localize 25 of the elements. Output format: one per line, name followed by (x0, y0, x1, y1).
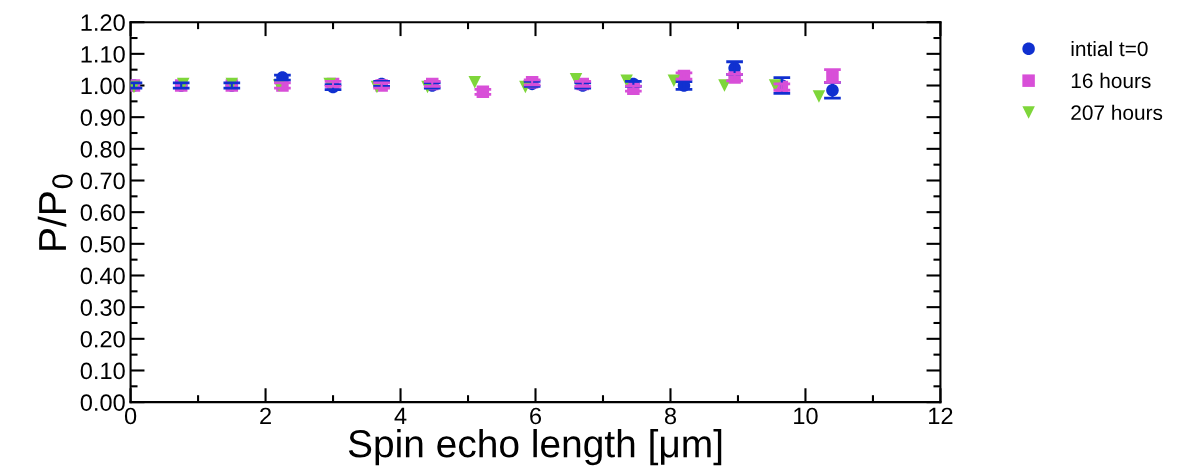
y-tick-label: 0.10 (80, 362, 125, 380)
legend-label: intial t=0 (1071, 40, 1148, 57)
y-tick-label: 0.70 (80, 172, 125, 190)
y-tick-label: 0.50 (80, 235, 125, 253)
x-axis-title: Spin echo length [μm] (348, 429, 722, 466)
x-tick-label: 2 (260, 407, 271, 425)
legend-label: 207 hours (1071, 104, 1163, 121)
y-tick-label: 1.10 (81, 45, 125, 63)
y-tick-label: 0.90 (80, 109, 125, 126)
x-tick-label: 10 (794, 407, 818, 425)
x-tick-label: 6 (530, 407, 542, 425)
y-tick-label: 1.00 (81, 77, 125, 95)
y-tick-label: 0.60 (80, 204, 125, 221)
y-tick-label: 0.20 (80, 330, 125, 348)
x-tick-label: 8 (664, 407, 677, 425)
legend-label: 16 hours (1071, 72, 1151, 89)
x-tick-label: 12 (929, 407, 953, 425)
x-tick-label: 0 (124, 407, 137, 425)
y-tick-label: 0.00 (80, 394, 125, 411)
y-tick-label: 1.20 (81, 14, 125, 31)
y-tick-label: 0.30 (80, 299, 125, 316)
y-tick-label: 0.80 (80, 140, 125, 158)
x-tick-label: 4 (394, 407, 407, 425)
y-axis-title: P/P$_{0}$ (37, 174, 73, 250)
y-tick-label: 0.40 (80, 267, 125, 285)
